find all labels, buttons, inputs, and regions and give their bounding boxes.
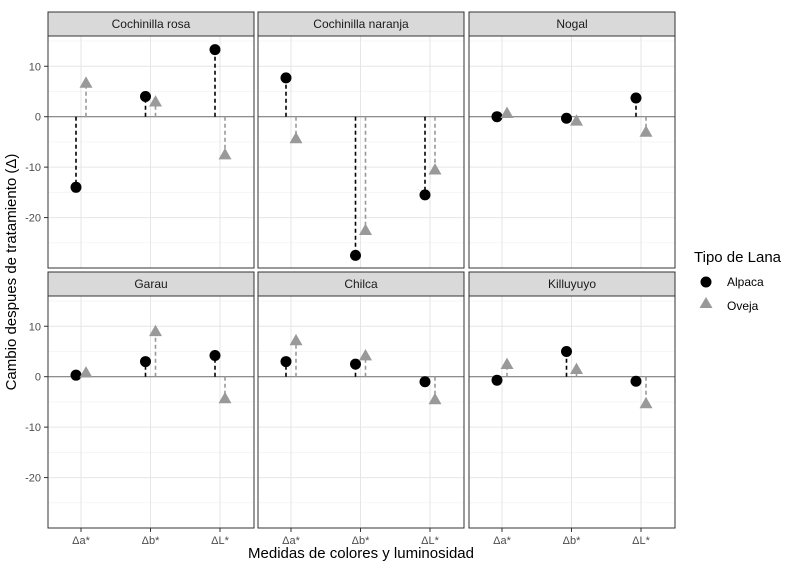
y-tick-label: -10 bbox=[25, 162, 41, 174]
oveja-point bbox=[570, 362, 583, 375]
legend: Tipo de Lana Alpaca Oveja bbox=[694, 249, 782, 313]
alpaca-point bbox=[630, 375, 642, 387]
panel-title: Cochinilla naranja bbox=[313, 17, 409, 31]
y-tick-label: 0 bbox=[35, 112, 41, 124]
alpaca-point bbox=[140, 356, 151, 368]
oveja-point bbox=[570, 114, 583, 126]
alpaca-point bbox=[419, 189, 431, 201]
oveja-point bbox=[289, 131, 303, 144]
oveja-point bbox=[218, 391, 232, 404]
panel-title: Garau bbox=[134, 277, 167, 291]
x-tick-label: Δb* bbox=[142, 535, 160, 547]
panel-cochinilla-rosa: Cochinilla rosa bbox=[47, 11, 255, 269]
oveja-point bbox=[428, 163, 442, 175]
alpaca-point bbox=[561, 112, 572, 124]
panel-strip bbox=[47, 271, 255, 297]
y-axis: 10 0 -10 -20 10 0 -10 -20 bbox=[25, 61, 48, 485]
panels-layer: Cochinilla rosa Cochinilla naranja Nogal Ga… bbox=[47, 11, 676, 529]
y-tick-label: -10 bbox=[25, 422, 41, 434]
oveja-point bbox=[359, 223, 372, 236]
y-tick-label: -20 bbox=[25, 213, 41, 225]
y-tick-label: 10 bbox=[29, 321, 41, 333]
panel-cochinilla-naranja: Cochinilla naranja bbox=[257, 11, 465, 269]
oveja-point bbox=[218, 148, 232, 160]
oveja-point bbox=[500, 106, 514, 119]
panel-garau: Garau bbox=[47, 271, 255, 529]
alpaca-point bbox=[419, 376, 431, 388]
alpaca-point bbox=[350, 358, 361, 370]
x-tick-label: ΔL* bbox=[211, 535, 229, 547]
oveja-point bbox=[359, 349, 372, 361]
x-tick-label: ΔL* bbox=[421, 535, 439, 547]
panel-strip bbox=[47, 11, 255, 37]
panel-chilca: Chilca bbox=[257, 271, 465, 529]
panel-title: Nogal bbox=[556, 17, 587, 31]
x-axis: Δa* Δb* ΔL* Δa* Δb* ΔL* Δa* Δb* ΔL* bbox=[72, 528, 651, 547]
x-tick-label: Δa* bbox=[72, 535, 90, 547]
x-tick-label: Δb* bbox=[563, 535, 581, 547]
oveja-point bbox=[79, 76, 93, 88]
alpaca-point bbox=[491, 374, 503, 386]
panel-border bbox=[257, 35, 465, 269]
alpaca-point bbox=[630, 92, 642, 104]
panel-title: Cochinilla rosa bbox=[112, 17, 191, 31]
panel-title: Chilca bbox=[344, 277, 378, 291]
x-tick-label: Δa* bbox=[282, 535, 300, 547]
alpaca-point bbox=[491, 111, 503, 123]
panel-killuyuyo: Killuyuyo bbox=[468, 271, 676, 529]
oveja-point bbox=[639, 396, 653, 409]
y-tick-label: -20 bbox=[25, 473, 41, 485]
alpaca-point bbox=[70, 369, 82, 381]
alpaca-point bbox=[209, 350, 221, 362]
legend-label-alpaca: Alpaca bbox=[727, 275, 764, 289]
alpaca-point bbox=[280, 72, 292, 84]
x-axis-title: Medidas de colores y luminosidad bbox=[248, 545, 474, 562]
oveja-point bbox=[79, 366, 93, 378]
y-tick-label: 0 bbox=[35, 372, 41, 384]
legend-label-oveja: Oveja bbox=[727, 299, 759, 313]
oveja-point bbox=[639, 125, 653, 137]
panel-nogal: Nogal bbox=[468, 11, 676, 269]
panel-title: Killuyuyo bbox=[548, 277, 596, 291]
alpaca-point bbox=[70, 181, 82, 193]
legend-key-alpaca-marker bbox=[700, 276, 712, 288]
x-tick-label: Δb* bbox=[352, 535, 370, 547]
alpaca-point bbox=[561, 345, 572, 357]
alpaca-point bbox=[140, 91, 151, 103]
oveja-point bbox=[500, 357, 514, 369]
panel-border bbox=[468, 35, 676, 269]
panel-border bbox=[47, 35, 255, 269]
x-tick-label: ΔL* bbox=[632, 535, 650, 547]
legend-title: Tipo de Lana bbox=[694, 249, 782, 266]
alpaca-point bbox=[280, 356, 292, 368]
alpaca-point bbox=[350, 249, 361, 261]
oveja-point bbox=[149, 324, 162, 337]
y-axis-title: Cambio despues de tratamiento (Δ) bbox=[3, 154, 20, 391]
oveja-point bbox=[149, 95, 162, 107]
oveja-point bbox=[289, 333, 303, 346]
panel-strip bbox=[468, 271, 676, 297]
x-tick-label: Δa* bbox=[493, 535, 511, 547]
legend-key-oveja-marker bbox=[699, 297, 713, 308]
alpaca-point bbox=[209, 44, 221, 56]
panel-strip bbox=[257, 11, 465, 37]
y-tick-label: 10 bbox=[29, 61, 41, 73]
oveja-point bbox=[428, 392, 442, 405]
